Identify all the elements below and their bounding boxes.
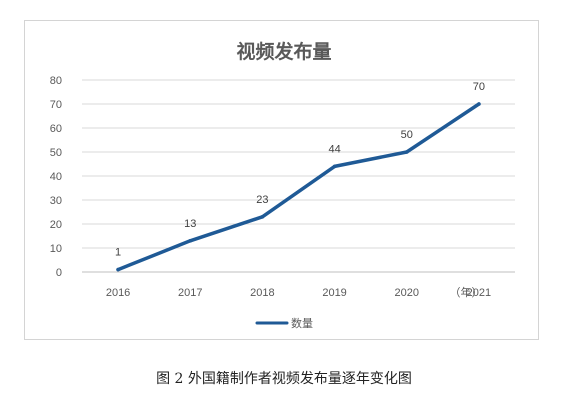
y-tick-label: 80 (50, 75, 62, 87)
legend-label: 数量 (291, 317, 313, 330)
data-point (404, 150, 409, 154)
x-tick-label: 2017 (178, 287, 202, 299)
legend: 数量 (255, 317, 313, 330)
y-tick-label: 70 (50, 99, 62, 111)
data-point (116, 267, 120, 272)
x-tick-label: 2021 (467, 287, 491, 299)
x-tick-label: 2019 (322, 287, 346, 299)
x-tick-label: 2016 (106, 287, 130, 299)
data-point (260, 215, 265, 219)
x-axis-tick-labels: 2016 2017 2018 2019 2020 2021 (106, 287, 491, 299)
data-label: 44 (328, 143, 340, 155)
series-line-0 (116, 102, 481, 272)
y-tick-label: 50 (50, 147, 62, 159)
data-label: 13 (184, 218, 196, 230)
figure-caption: 图 2 外国籍制作者视频发布量逐年变化图 (156, 371, 412, 387)
line-chart: 视频发布量 0 10 20 30 40 50 60 70 80 2016 2017 2018 2019… (50, 40, 515, 330)
y-tick-label: 40 (50, 171, 62, 183)
x-tick-label: 2020 (395, 287, 419, 299)
data-point (477, 102, 481, 106)
y-tick-label: 10 (50, 243, 62, 255)
chart-area: 视频发布量 0 10 20 30 40 50 60 70 80 2016 2017 2018 2019… (24, 20, 539, 340)
data-label: 1 (115, 247, 121, 259)
chart-title: 视频发布量 (236, 40, 331, 63)
x-tick-label: 2018 (250, 287, 274, 299)
y-tick-label: 0 (56, 267, 62, 279)
y-tick-label: 30 (50, 195, 62, 207)
data-label: 50 (401, 129, 413, 141)
y-tick-label: 20 (50, 219, 62, 231)
data-label: 23 (256, 194, 268, 206)
data-label: 70 (473, 81, 485, 93)
data-labels: 1 13 23 44 50 70 (115, 81, 485, 259)
x-axis-unit-label: （年） (450, 285, 483, 299)
data-point (188, 239, 193, 243)
data-point (332, 164, 337, 169)
y-axis-tick-labels: 0 10 20 30 40 50 60 70 80 (50, 75, 62, 279)
gridlines (82, 79, 515, 273)
series (116, 102, 481, 272)
y-tick-label: 60 (50, 123, 62, 135)
